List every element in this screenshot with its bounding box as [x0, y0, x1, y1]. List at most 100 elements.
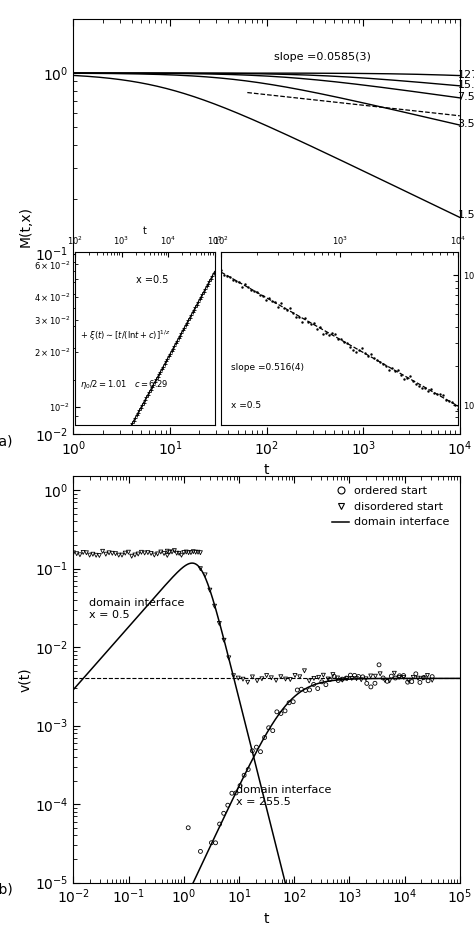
disordered start: [190, 545, 197, 559]
Text: x =0.5: x =0.5: [231, 401, 261, 410]
disordered start: [173, 545, 181, 560]
disordered start: [164, 548, 171, 563]
Text: slope =0.0585(3): slope =0.0585(3): [274, 52, 371, 62]
ordered start: [301, 683, 309, 698]
disordered start: [121, 545, 129, 560]
Text: domain interface
x = 255.5: domain interface x = 255.5: [236, 785, 331, 807]
disordered start: [201, 568, 209, 583]
disordered start: [73, 546, 81, 561]
disordered start: [112, 546, 119, 561]
ordered start: [224, 798, 232, 813]
disordered start: [141, 545, 148, 560]
ordered start: [408, 674, 416, 689]
disordered start: [381, 672, 389, 687]
disordered start: [157, 545, 164, 559]
disordered start: [109, 545, 116, 560]
disordered start: [348, 671, 356, 686]
ordered start: [269, 723, 276, 738]
disordered start: [171, 544, 178, 559]
ordered start: [363, 676, 371, 691]
ordered start: [355, 669, 363, 684]
disordered start: [144, 545, 152, 560]
ordered start: [338, 672, 346, 686]
Text: (a): (a): [0, 434, 14, 448]
ordered start: [392, 671, 399, 686]
disordered start: [225, 650, 233, 665]
disordered start: [151, 547, 158, 562]
ordered start: [261, 730, 268, 745]
disordered start: [115, 547, 123, 562]
disordered start: [92, 548, 100, 563]
disordered start: [235, 671, 242, 686]
Text: x =0.5: x =0.5: [136, 276, 168, 285]
ordered start: [277, 706, 285, 721]
disordered start: [128, 549, 136, 564]
disordered start: [220, 632, 228, 647]
ordered start: [208, 835, 215, 850]
ordered start: [330, 669, 338, 684]
Text: domain interface
x = 0.5: domain interface x = 0.5: [89, 599, 184, 620]
disordered start: [211, 599, 219, 614]
ordered start: [346, 668, 354, 683]
ordered start: [281, 703, 289, 718]
disordered start: [137, 545, 145, 559]
ordered start: [343, 671, 350, 686]
disordered start: [386, 673, 393, 688]
disordered start: [343, 672, 351, 686]
disordered start: [424, 668, 431, 683]
ordered start: [416, 675, 424, 690]
Text: 127.5: 127.5: [457, 70, 474, 80]
ordered start: [359, 670, 366, 685]
disordered start: [135, 546, 142, 561]
disordered start: [372, 669, 379, 684]
disordered start: [286, 672, 294, 687]
disordered start: [296, 670, 303, 685]
disordered start: [254, 673, 261, 688]
ordered start: [420, 670, 428, 685]
disordered start: [147, 545, 155, 560]
disordered start: [338, 672, 346, 687]
disordered start: [249, 670, 256, 685]
Y-axis label: M(t,x): M(t,x): [18, 206, 33, 247]
Text: $\eta_0/2 =1.01$   $c =6.29$: $\eta_0/2 =1.01$ $c =6.29$: [81, 378, 169, 391]
X-axis label: t: t: [264, 912, 269, 926]
disordered start: [324, 672, 332, 686]
disordered start: [154, 546, 161, 561]
disordered start: [263, 668, 270, 683]
disordered start: [414, 671, 422, 686]
disordered start: [96, 548, 103, 563]
disordered start: [125, 545, 132, 559]
ordered start: [232, 785, 240, 800]
disordered start: [178, 547, 185, 562]
disordered start: [82, 545, 90, 560]
ordered start: [318, 674, 326, 689]
ordered start: [400, 668, 407, 683]
disordered start: [182, 545, 190, 559]
Legend: ordered start, disordered start, domain interface: ordered start, disordered start, domain …: [328, 482, 454, 531]
disordered start: [206, 583, 214, 598]
disordered start: [419, 671, 427, 686]
ordered start: [184, 820, 192, 835]
Text: 15.5: 15.5: [457, 80, 474, 91]
disordered start: [168, 545, 176, 559]
ordered start: [326, 672, 334, 686]
disordered start: [410, 670, 417, 685]
disordered start: [185, 545, 192, 560]
ordered start: [388, 669, 395, 684]
ordered start: [428, 669, 436, 684]
ordered start: [212, 835, 219, 850]
disordered start: [428, 672, 436, 687]
ordered start: [245, 762, 252, 777]
disordered start: [277, 670, 284, 685]
disordered start: [319, 668, 327, 683]
Y-axis label: v(t): v(t): [18, 667, 32, 692]
ordered start: [367, 679, 374, 694]
disordered start: [400, 670, 408, 685]
ordered start: [306, 683, 313, 698]
ordered start: [334, 673, 342, 688]
ordered start: [298, 682, 305, 697]
X-axis label: t: t: [143, 225, 147, 235]
ordered start: [293, 683, 301, 698]
disordered start: [160, 546, 168, 561]
disordered start: [86, 547, 93, 562]
